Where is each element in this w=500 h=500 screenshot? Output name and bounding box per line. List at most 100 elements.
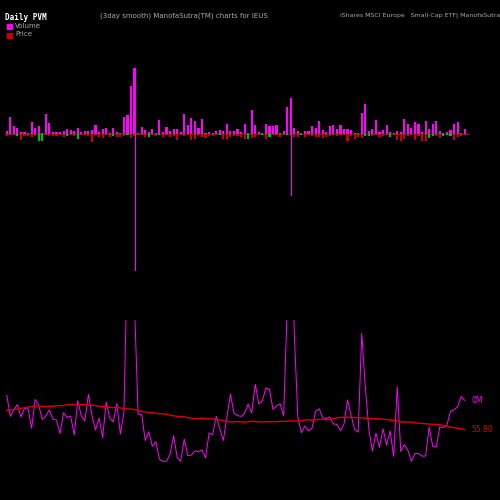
Bar: [70, 130, 71, 134]
Bar: [250, 110, 253, 134]
Bar: [421, 132, 423, 134]
Bar: [357, 134, 360, 136]
Bar: [282, 130, 284, 134]
Bar: [247, 132, 249, 134]
Bar: [76, 128, 79, 134]
Bar: [304, 131, 306, 134]
Bar: [332, 126, 334, 134]
Bar: [375, 134, 377, 136]
Bar: [198, 134, 200, 136]
Bar: [346, 129, 348, 134]
Bar: [354, 134, 356, 139]
Bar: [240, 134, 242, 138]
Bar: [80, 132, 82, 134]
Bar: [137, 134, 139, 136]
Bar: [215, 134, 218, 136]
Bar: [386, 126, 388, 134]
Bar: [276, 134, 278, 135]
Bar: [435, 121, 438, 134]
Bar: [354, 133, 356, 134]
Bar: [108, 134, 111, 138]
Bar: [350, 134, 352, 136]
Bar: [144, 130, 146, 134]
Bar: [404, 118, 406, 134]
Bar: [148, 132, 150, 134]
Bar: [6, 134, 8, 136]
Bar: [450, 130, 452, 134]
Bar: [108, 133, 111, 134]
Bar: [166, 127, 168, 134]
Bar: [190, 118, 192, 134]
Bar: [48, 124, 50, 134]
Text: ■: ■: [5, 22, 13, 32]
Bar: [297, 134, 299, 137]
Bar: [230, 134, 232, 137]
Bar: [421, 134, 423, 141]
Bar: [332, 134, 334, 135]
Bar: [392, 134, 394, 136]
Bar: [98, 132, 100, 134]
Bar: [41, 134, 43, 141]
Bar: [308, 134, 310, 136]
Bar: [375, 120, 377, 134]
Bar: [304, 134, 306, 137]
Bar: [13, 126, 15, 134]
Bar: [48, 134, 50, 136]
Bar: [360, 134, 363, 138]
Bar: [194, 121, 196, 134]
Bar: [52, 134, 54, 136]
Bar: [201, 120, 203, 134]
Bar: [290, 134, 292, 136]
Bar: [372, 130, 374, 134]
Bar: [130, 86, 132, 134]
Bar: [172, 134, 174, 136]
Bar: [350, 130, 352, 134]
Bar: [410, 128, 412, 134]
Bar: [414, 122, 416, 134]
Bar: [155, 134, 157, 136]
Bar: [410, 134, 412, 135]
Bar: [382, 134, 384, 136]
Bar: [183, 114, 186, 134]
Bar: [442, 134, 444, 136]
Bar: [272, 134, 274, 135]
Bar: [400, 134, 402, 140]
Bar: [62, 134, 64, 136]
Bar: [282, 134, 284, 135]
Bar: [293, 128, 296, 134]
Bar: [318, 134, 320, 137]
Bar: [340, 134, 342, 136]
Bar: [215, 131, 218, 134]
Bar: [336, 128, 338, 134]
Bar: [314, 134, 316, 138]
Bar: [137, 132, 139, 134]
Bar: [201, 134, 203, 137]
Bar: [112, 128, 114, 134]
Bar: [208, 132, 210, 134]
Bar: [453, 124, 455, 134]
Bar: [27, 133, 29, 134]
Bar: [158, 120, 160, 134]
Bar: [24, 132, 26, 134]
Bar: [30, 134, 32, 137]
Bar: [428, 134, 430, 138]
Bar: [346, 134, 348, 141]
Bar: [183, 134, 186, 136]
Bar: [38, 134, 40, 141]
Bar: [442, 132, 444, 134]
Bar: [151, 130, 154, 134]
Bar: [56, 134, 58, 136]
Bar: [176, 129, 178, 134]
Bar: [94, 125, 96, 134]
Bar: [428, 129, 430, 134]
Bar: [162, 134, 164, 137]
Bar: [325, 132, 328, 134]
Text: 0M: 0M: [472, 396, 484, 405]
Bar: [198, 128, 200, 134]
Bar: [212, 133, 214, 134]
Bar: [432, 124, 434, 134]
Bar: [456, 134, 458, 137]
Bar: [456, 122, 458, 134]
Bar: [254, 125, 256, 134]
Bar: [418, 124, 420, 134]
